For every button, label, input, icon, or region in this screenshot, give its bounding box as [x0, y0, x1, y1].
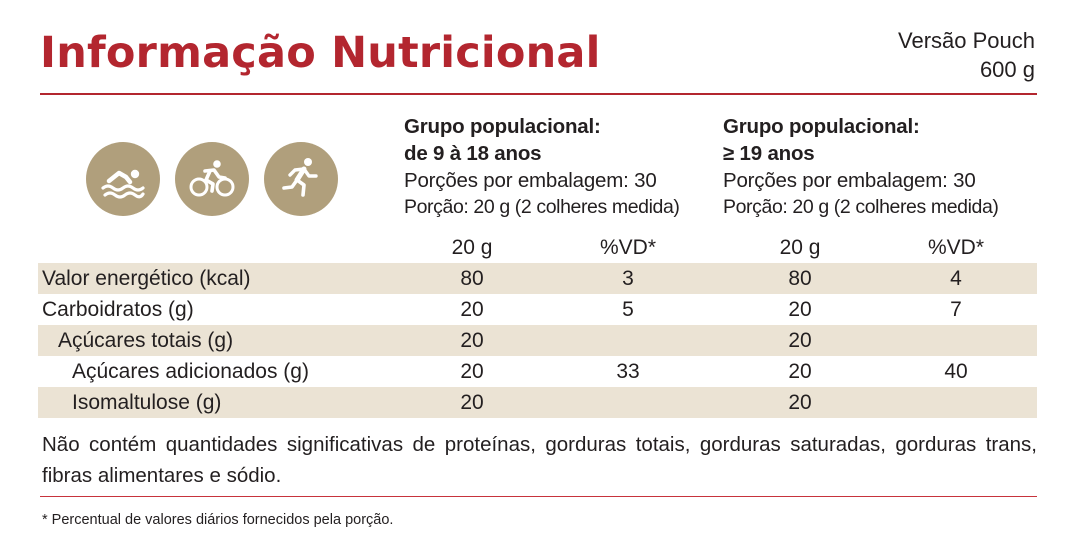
group-1-info: Grupo populacional: de 9 à 18 anos Porçõ… [404, 113, 680, 221]
group-2-range: ≥ 19 anos [723, 142, 815, 165]
table-cell: 20 [788, 298, 812, 321]
table-cell: 5 [622, 298, 634, 321]
table-cell: 40 [944, 360, 968, 383]
sport-icons [86, 142, 338, 216]
table-cell: 20 [788, 329, 812, 352]
group-2-title: Grupo populacional: [723, 115, 920, 138]
table-cell: 4 [950, 267, 962, 290]
table-cell: 20 [788, 360, 812, 383]
version-info: Versão Pouch 600 g [898, 26, 1035, 84]
table-row: Açúcares totais (g) 20 20 [38, 325, 1037, 356]
row-label: Açúcares adicionados (g) [72, 360, 309, 383]
table-cell: 80 [788, 267, 812, 290]
column-header: 20 g [779, 236, 821, 259]
nutrition-note: Não contém quantidades significativas de… [42, 433, 1037, 487]
swimming-icon [86, 142, 160, 216]
column-header: %VD* [927, 236, 985, 259]
group-2-servings: Porções por embalagem: 30 [723, 169, 976, 192]
table-header-row: 20 g %VD* 20 g %VD* [38, 233, 1037, 263]
table-cell: 80 [460, 267, 484, 290]
table-cell: 20 [788, 391, 812, 414]
table-cell: 20 [460, 329, 484, 352]
table-row: Valor energético (kcal) 80 3 80 4 [38, 263, 1037, 294]
version-weight: 600 g [979, 57, 1035, 82]
footer-divider [40, 496, 1037, 497]
row-label: Isomaltulose (g) [72, 391, 222, 414]
table-cell: 20 [460, 360, 484, 383]
row-label: Valor energético (kcal) [42, 267, 251, 290]
table-cell: 20 [460, 391, 484, 414]
row-label: Carboidratos (g) [42, 298, 194, 321]
group-1-title: Grupo populacional: [404, 115, 601, 138]
table-cell: 7 [950, 298, 962, 321]
page-title: Informação Nutricional [40, 28, 601, 78]
table-cell: 33 [616, 360, 640, 383]
nutrition-table: 20 g %VD* 20 g %VD* Valor energético (kc… [38, 233, 1037, 418]
group-1-range: de 9 à 18 anos [404, 142, 542, 165]
running-icon [264, 142, 338, 216]
table-cell: 20 [460, 298, 484, 321]
column-header: 20 g [451, 236, 493, 259]
group-2-portion: Porção: 20 g (2 colheres medida) [723, 196, 999, 218]
footnote: * Percentual de valores diários fornecid… [42, 512, 394, 528]
cycling-icon [175, 142, 249, 216]
column-header: %VD* [599, 236, 657, 259]
table-cell: 3 [622, 267, 634, 290]
group-1-portion: Porção: 20 g (2 colheres medida) [404, 196, 680, 218]
header-divider [40, 93, 1037, 95]
group-1-servings: Porções por embalagem: 30 [404, 169, 657, 192]
table-row: Carboidratos (g) 20 5 20 7 [38, 294, 1037, 325]
table-row: Isomaltulose (g) 20 20 [38, 387, 1037, 418]
version-label: Versão Pouch [898, 28, 1035, 53]
group-2-info: Grupo populacional: ≥ 19 anos Porções po… [723, 113, 999, 221]
table-row: Açúcares adicionados (g) 20 33 20 40 [38, 356, 1037, 387]
row-label: Açúcares totais (g) [58, 329, 234, 352]
